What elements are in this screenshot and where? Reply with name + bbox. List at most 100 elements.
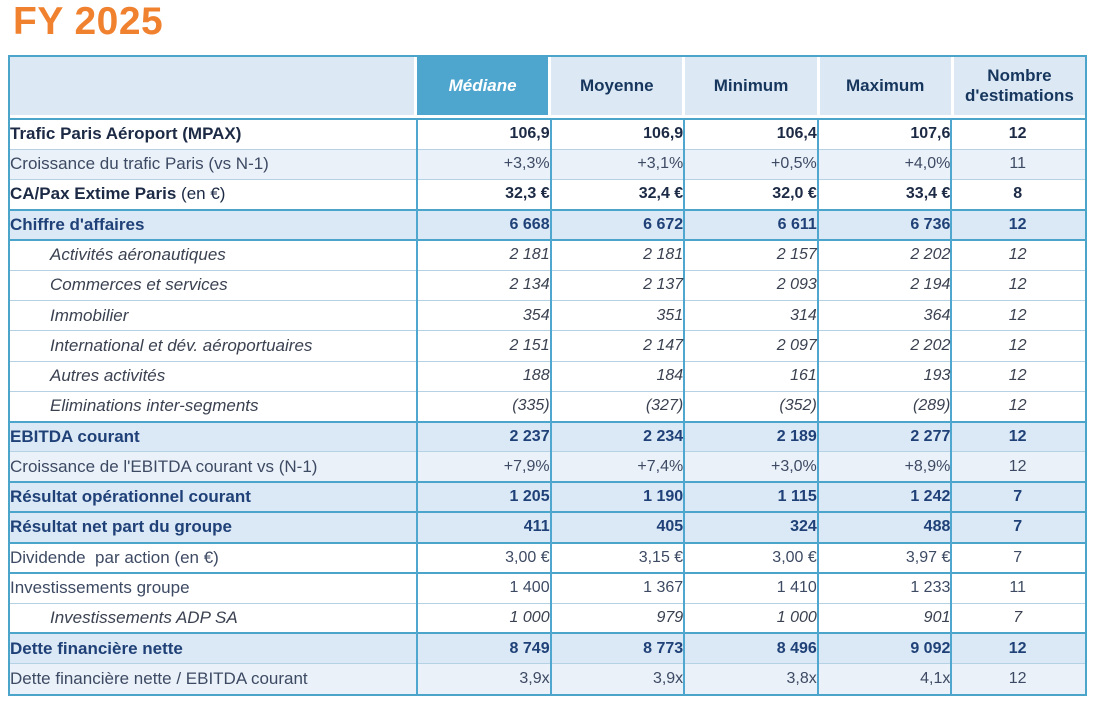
table-row: Autres activités 188 184 161 193 12 — [10, 360, 1085, 392]
row-label-text: Eliminations inter-segments — [50, 396, 259, 416]
value-cell-maximum: 9 092 — [816, 632, 952, 664]
value-cell-maximum: 2 202 — [816, 238, 952, 271]
row-label: Résultat net part du groupe — [10, 511, 417, 543]
row-label: Eliminations inter-segments — [10, 390, 417, 422]
value-cell-minimum: 161 — [683, 360, 818, 392]
row-label-text: International et dév. aéroportuaires — [50, 335, 313, 355]
table-row: Commerces et services 2 134 2 137 2 093 2 19… — [10, 269, 1085, 301]
table-row: Croissance du trafic Paris (vs N-1) +3,3%… — [10, 148, 1085, 180]
value-cell-maximum: 2 202 — [816, 330, 952, 361]
value-cell-minimum: 6 611 — [683, 208, 818, 240]
estimates-count-cell: 11 — [950, 571, 1085, 603]
row-label-text: Chiffre d'affaires — [10, 214, 145, 234]
row-label: Dette financière nette / EBITDA courant — [10, 663, 417, 694]
estimates-count-cell: 12 — [950, 663, 1085, 694]
value-cell-minimum: 32,0 € — [683, 178, 818, 210]
row-label-text: EBITDA courant — [10, 426, 140, 446]
estimates-count-cell: 7 — [950, 602, 1085, 634]
estimates-count-cell: 12 — [950, 451, 1085, 482]
value-cell-mediane: +3,3% — [416, 148, 551, 180]
row-label: International et dév. aéroportuaires — [10, 330, 417, 361]
value-cell-maximum: 2 194 — [816, 269, 952, 301]
table-row: Dette financière nette / EBITDA courant 3… — [10, 663, 1085, 694]
estimates-count-cell: 12 — [950, 208, 1085, 240]
value-cell-minimum: 1 115 — [683, 480, 818, 513]
row-label-text: Trafic Paris Aéroport (MPAX) — [10, 124, 242, 144]
row-label-text: Croissance de l'EBITDA courant vs (N-1) — [10, 456, 318, 476]
value-cell-maximum: 107,6 — [816, 117, 952, 150]
table-body: Trafic Paris Aéroport (MPAX) 106,9 106,9 10… — [10, 117, 1085, 694]
value-cell-mediane: 3,00 € — [416, 541, 551, 573]
estimates-count-cell: 12 — [950, 299, 1085, 331]
value-cell-maximum: 2 277 — [816, 420, 952, 452]
value-cell-mediane: 8 749 — [416, 632, 551, 664]
row-label: Croissance du trafic Paris (vs N-1) — [10, 148, 417, 180]
value-cell-moyenne: 2 181 — [549, 238, 685, 271]
header-cell-nombre-estimations: Nombre d'estimations — [953, 57, 1086, 115]
table-row: Résultat opérationnel courant 1 205 1 190 1… — [10, 480, 1085, 513]
estimates-count-cell: 7 — [950, 480, 1085, 513]
table-row: Activités aéronautiques 2 181 2 181 2 157 2 … — [10, 238, 1085, 271]
row-label: Dividende par action (en €) — [10, 541, 417, 573]
value-cell-mediane: 1 205 — [416, 480, 551, 513]
header-cell-maximum: Maximum — [819, 57, 951, 115]
row-label: Croissance de l'EBITDA courant vs (N-1) — [10, 451, 417, 482]
row-label: EBITDA courant — [10, 420, 417, 452]
table-row: Investissements groupe 1 400 1 367 1 410 1 2… — [10, 571, 1085, 603]
row-label: Trafic Paris Aéroport (MPAX) — [10, 117, 417, 150]
row-label: CA/Pax Extime Paris (en €) — [10, 178, 417, 210]
value-cell-moyenne: 1 367 — [549, 571, 685, 603]
table-body-rows: Trafic Paris Aéroport (MPAX) 106,9 106,9 10… — [10, 117, 1085, 694]
estimates-count-cell: 12 — [950, 360, 1085, 392]
value-cell-mediane: 6 668 — [416, 208, 551, 240]
header-cell-moyenne: Moyenne — [551, 57, 683, 115]
value-cell-moyenne: 405 — [549, 511, 685, 543]
value-cell-minimum: 314 — [683, 299, 818, 331]
value-cell-mediane: 106,9 — [416, 117, 551, 150]
estimates-count-cell: 12 — [950, 117, 1085, 150]
row-label: Investissements groupe — [10, 571, 417, 603]
value-cell-maximum: +4,0% — [816, 148, 952, 180]
row-label: Immobilier — [10, 299, 417, 331]
value-cell-moyenne: 351 — [549, 299, 685, 331]
value-cell-maximum: 4,1x — [816, 663, 952, 694]
value-cell-minimum: 106,4 — [683, 117, 818, 150]
row-label: Résultat opérationnel courant — [10, 480, 417, 513]
value-cell-moyenne: +7,4% — [549, 451, 685, 482]
value-cell-maximum: 488 — [816, 511, 952, 543]
value-cell-mediane: 1 400 — [416, 571, 551, 603]
row-label-text: Résultat opérationnel courant — [10, 487, 251, 507]
table-row: Eliminations inter-segments (335) (327) (35… — [10, 390, 1085, 422]
row-label: Activités aéronautiques — [10, 238, 417, 271]
value-cell-moyenne: (327) — [549, 390, 685, 422]
value-cell-mediane: 2 134 — [416, 269, 551, 301]
value-cell-moyenne: 184 — [549, 360, 685, 392]
value-cell-minimum: 324 — [683, 511, 818, 543]
value-cell-minimum: 1 410 — [683, 571, 818, 603]
value-cell-mediane: 3,9x — [416, 663, 551, 694]
row-label: Autres activités — [10, 360, 417, 392]
value-cell-minimum: 2 157 — [683, 238, 818, 271]
value-cell-mediane: (335) — [416, 390, 551, 422]
value-cell-maximum: (289) — [816, 390, 952, 422]
row-label-text: Dette financière nette / EBITDA courant — [10, 669, 308, 688]
estimates-count-cell: 11 — [950, 148, 1085, 180]
estimates-count-cell: 8 — [950, 178, 1085, 210]
row-label: Investissements ADP SA — [10, 602, 417, 634]
estimates-count-cell: 7 — [950, 511, 1085, 543]
estimates-count-cell: 12 — [950, 330, 1085, 361]
value-cell-mediane: 32,3 € — [416, 178, 551, 210]
value-cell-moyenne: +3,1% — [549, 148, 685, 180]
value-cell-mediane: 188 — [416, 360, 551, 392]
value-cell-minimum: 3,8x — [683, 663, 818, 694]
value-cell-moyenne: 106,9 — [549, 117, 685, 150]
value-cell-moyenne: 979 — [549, 602, 685, 634]
row-label-text: Investissements groupe — [10, 578, 190, 598]
value-cell-mediane: 2 237 — [416, 420, 551, 452]
value-cell-moyenne: 1 190 — [549, 480, 685, 513]
value-cell-maximum: +8,9% — [816, 451, 952, 482]
value-cell-moyenne: 2 234 — [549, 420, 685, 452]
value-cell-mediane: 2 151 — [416, 330, 551, 361]
value-cell-maximum: 3,97 € — [816, 541, 952, 573]
row-label: Commerces et services — [10, 269, 417, 301]
